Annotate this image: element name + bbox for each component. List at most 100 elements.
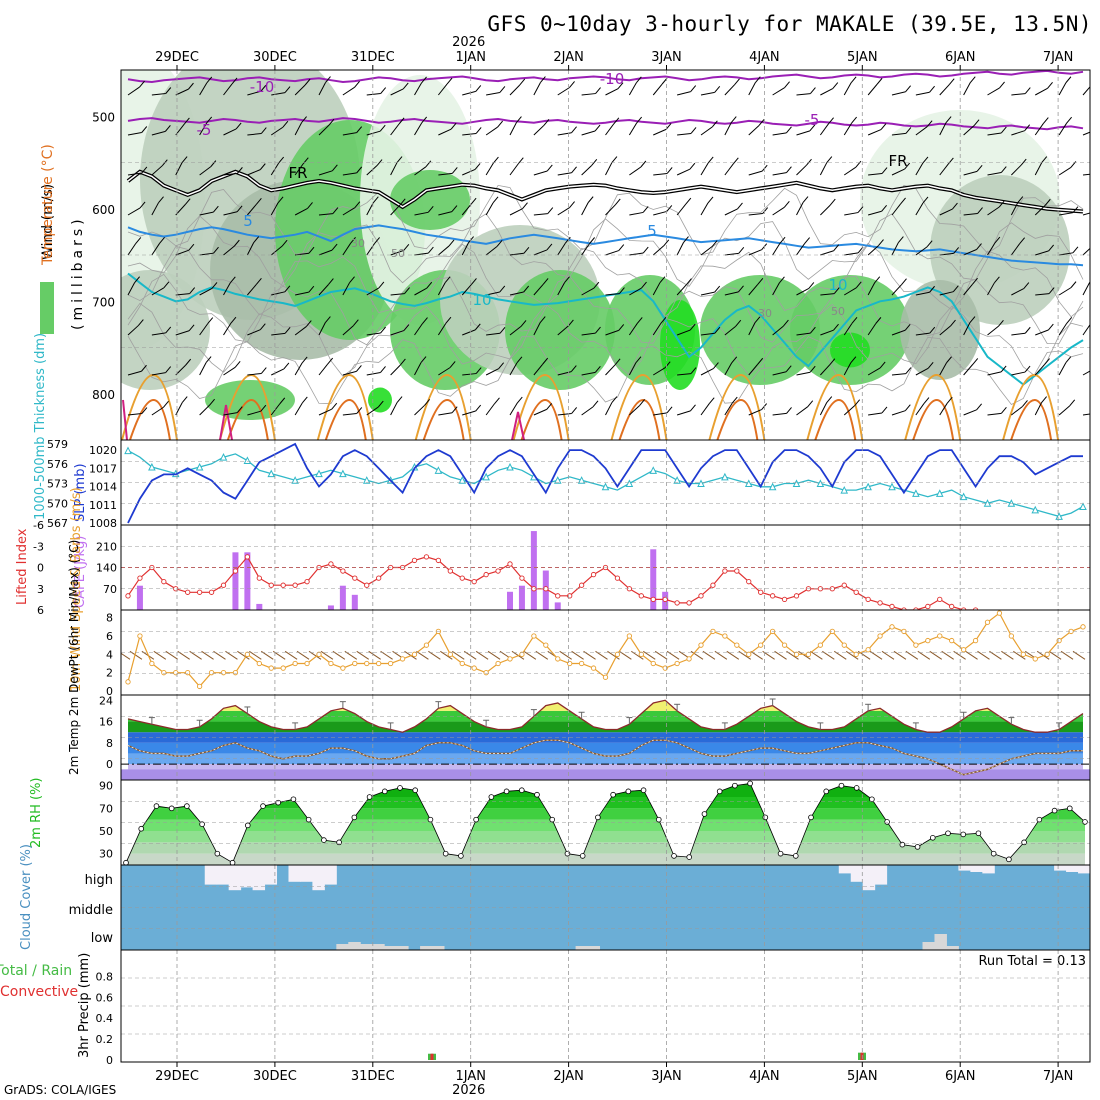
wind-barb-flag xyxy=(324,316,331,323)
wind-barb-flag xyxy=(523,285,530,293)
wind-barb-flag xyxy=(356,407,363,414)
wind-barb xyxy=(270,403,281,416)
upper-y-tick: 800 xyxy=(92,388,115,402)
cloud-tick: high xyxy=(85,873,113,888)
wind10m-point xyxy=(208,670,215,676)
wind-barb xyxy=(1010,243,1021,256)
thickness-point xyxy=(792,479,801,487)
wind-barb xyxy=(724,122,732,136)
wind-barb xyxy=(414,166,427,176)
wind-barb xyxy=(318,82,326,96)
wind-barb xyxy=(390,88,404,96)
wind-barb xyxy=(437,282,446,296)
wind-barb-flag xyxy=(571,407,578,414)
wind-barb-flag xyxy=(206,76,213,84)
wind-barb-flag xyxy=(474,323,481,331)
wind-barb-flag xyxy=(450,122,457,130)
temp-tick: 0 xyxy=(106,758,113,771)
upper-ylabel-wind: Wind (m/s) xyxy=(40,184,56,260)
wind10m-barb xyxy=(559,650,572,660)
wind10m-point xyxy=(841,642,847,648)
cloud-low-gap xyxy=(396,946,409,950)
slp-tick: 1008 xyxy=(89,517,117,530)
wind-barb-flag xyxy=(618,324,625,331)
wind-barb-flag xyxy=(905,127,912,134)
wind-barb-flag xyxy=(731,396,738,404)
rh-point xyxy=(579,853,586,859)
wind-barb-flag xyxy=(350,236,356,244)
wind-barb-flag xyxy=(663,239,670,247)
wind-barb-flag xyxy=(904,323,911,331)
grid xyxy=(120,69,1091,1063)
wind-barb-flag xyxy=(1024,87,1031,94)
cloud-high-gap xyxy=(982,865,995,874)
wind-barb-flag xyxy=(976,165,983,172)
wind10m-point xyxy=(1008,633,1015,639)
thickness-point xyxy=(768,482,777,491)
wind-barb xyxy=(1082,86,1090,96)
wind-barb-flag xyxy=(738,247,745,254)
wind-barb-flag xyxy=(496,240,503,247)
wind-barb xyxy=(748,409,762,416)
li-tick: 3 xyxy=(37,583,44,596)
wind-barb-flag xyxy=(973,119,980,126)
wind-tick: 0 xyxy=(106,685,113,698)
wind-barb xyxy=(318,213,333,216)
wind-barb-flag xyxy=(234,360,241,368)
wind-barb xyxy=(652,245,665,256)
wind-barb-flag xyxy=(213,246,219,254)
wind-barb-flag xyxy=(475,404,482,412)
wind-barb xyxy=(151,406,164,416)
wind-barb xyxy=(820,204,831,216)
wind-barb xyxy=(628,122,638,136)
li-point xyxy=(722,568,728,574)
wind-barb-flag xyxy=(569,201,575,208)
li-point xyxy=(578,582,585,588)
contour-label: 5 xyxy=(647,222,657,240)
wind-barb xyxy=(1082,370,1090,376)
wind-barb-flag xyxy=(255,197,262,205)
wind-barb xyxy=(844,212,859,216)
rh-point xyxy=(686,854,693,860)
wind-barb-flag xyxy=(569,81,575,88)
wind-barb-flag xyxy=(614,358,621,366)
wind-barb-flag xyxy=(181,396,188,403)
wind-barb-flag xyxy=(380,87,387,94)
cloud-high-gap xyxy=(958,865,971,871)
wind-tick: 4 xyxy=(106,648,113,661)
wind-barb xyxy=(1035,329,1049,336)
wind-barb-flag xyxy=(874,276,881,283)
li-point xyxy=(220,582,227,588)
wind-barb-flag xyxy=(779,236,786,244)
cape-ylabel: CAPE (J/kg) xyxy=(73,536,88,608)
wind-barb xyxy=(438,128,452,136)
isotherm-20 xyxy=(912,399,955,440)
wind10m-point xyxy=(316,651,322,657)
thickness-point xyxy=(673,476,681,484)
wind-barb-flag xyxy=(905,85,911,93)
wind-barb xyxy=(247,329,261,336)
wind-barb xyxy=(390,204,401,216)
wind-barb xyxy=(246,203,257,216)
rh-point xyxy=(412,787,419,793)
contour-label: -10 xyxy=(600,70,625,88)
wind-barb xyxy=(629,166,642,176)
rh-point xyxy=(153,803,160,809)
rh-point xyxy=(671,853,677,859)
wind-barb-flag xyxy=(635,76,642,84)
wind-barb-flag xyxy=(189,287,196,294)
wind-barb xyxy=(987,412,1002,416)
wind-barb xyxy=(1011,130,1025,136)
wind-barb xyxy=(533,284,544,296)
wind-barb-flag xyxy=(325,76,331,83)
contour-label: 30 xyxy=(758,307,772,320)
wind-barb xyxy=(342,282,350,296)
wind-barb-flag xyxy=(141,166,148,174)
wind-barb xyxy=(462,132,477,136)
wind-barb-flag xyxy=(141,364,147,372)
li-point xyxy=(746,579,752,585)
wind-barb-flag xyxy=(427,205,434,213)
thickness-point xyxy=(864,482,872,491)
wind-barb xyxy=(1035,87,1048,96)
